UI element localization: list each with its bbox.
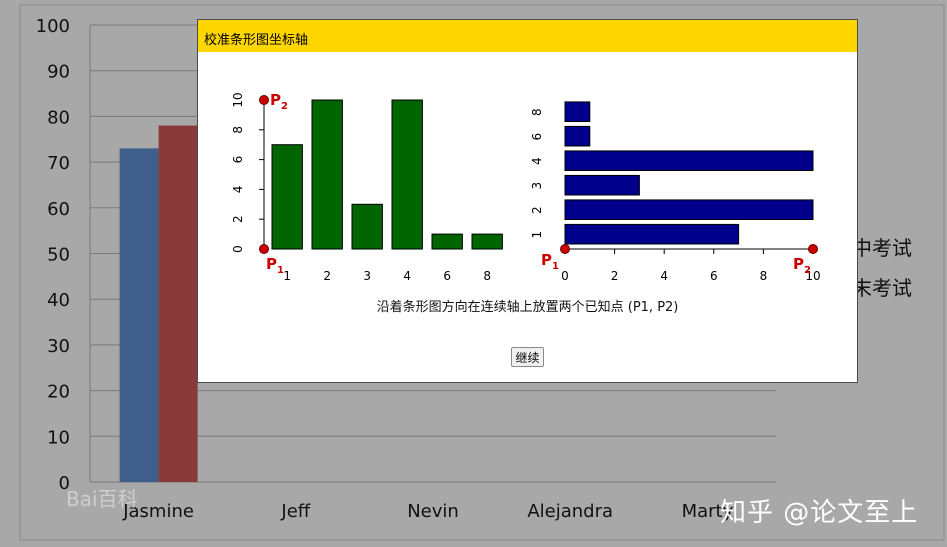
background-legend-label: 中考试	[852, 236, 912, 260]
dialog-title: 校准条形图坐标轴	[204, 33, 309, 48]
background-y-tick-label: 50	[47, 245, 70, 266]
background-y-tick-label: 40	[47, 290, 70, 311]
h-x-tick-label: 10	[805, 269, 820, 283]
p1-marker	[259, 244, 269, 254]
v-y-tick-label: 4	[231, 186, 245, 194]
h-bar	[564, 125, 591, 147]
v-bar	[391, 99, 423, 250]
baike-watermark: Bai百科	[66, 487, 138, 511]
background-bar	[119, 148, 159, 482]
h-y-tick-label: 6	[530, 133, 544, 141]
h-y-tick-label: 3	[530, 182, 544, 190]
zhihu-watermark: 知乎 @论文至上	[720, 498, 919, 528]
p2-marker	[259, 95, 269, 105]
h-y-tick-label: 8	[530, 108, 544, 116]
v-x-tick-label: 2	[323, 269, 331, 283]
p1-label: P1	[266, 255, 284, 276]
h-y-tick-label: 2	[530, 206, 544, 214]
v-y-tick-label: 6	[231, 156, 245, 164]
background-y-tick-label: 0	[59, 473, 70, 494]
v-bar	[471, 233, 503, 250]
background-chart-border	[19, 4, 945, 541]
background-y-tick-label: 30	[47, 336, 70, 357]
background-legend-label: 末考试	[852, 276, 912, 300]
v-y-tick-label: 0	[231, 245, 245, 253]
background-category-label: Jasmine	[122, 501, 194, 522]
background-bar	[158, 125, 198, 482]
h-x-tick-label: 0	[561, 269, 569, 283]
h-bar	[564, 174, 640, 196]
v-bar	[431, 233, 463, 250]
h-x-tick-label: 4	[660, 269, 668, 283]
h-x-tick-label: 2	[611, 269, 619, 283]
v-x-tick-label: 8	[483, 269, 491, 283]
background-category-label: Nevin	[407, 501, 459, 522]
v-y-tick-label: 2	[231, 215, 245, 223]
background-y-tick-label: 80	[47, 107, 70, 128]
v-x-tick-label: 1	[283, 269, 291, 283]
background-y-tick-label: 100	[36, 16, 70, 37]
background-bars	[119, 125, 198, 482]
v-bar	[351, 203, 383, 250]
background-category-label: Alejandra	[527, 501, 613, 522]
background-y-tick-label: 90	[47, 62, 70, 83]
h-y-tick-label: 1	[530, 231, 544, 239]
h-bar	[564, 199, 814, 220]
p1-label: P1	[541, 251, 559, 272]
h-bar	[564, 150, 814, 171]
background-category-label: Jeff	[280, 501, 310, 522]
h-y-tick-label: 4	[530, 157, 544, 165]
v-bar	[271, 144, 303, 250]
h-x-tick-label: 8	[760, 269, 768, 283]
p1-marker	[560, 244, 570, 254]
background-y-tick-label: 60	[47, 199, 70, 220]
background-category-label: Marty	[682, 501, 734, 522]
background-y-tick-label: 10	[47, 427, 70, 448]
p2-marker	[808, 244, 818, 254]
h-x-tick-label: 6	[710, 269, 718, 283]
background-y-tick-label: 20	[47, 382, 70, 403]
v-x-tick-label: 3	[363, 269, 371, 283]
v-x-tick-label: 6	[443, 269, 451, 283]
v-y-tick-label: 8	[231, 126, 245, 134]
h-bar	[564, 223, 740, 245]
p2-label: P2	[793, 255, 811, 276]
v-x-tick-label: 4	[403, 269, 411, 283]
v-bar	[311, 99, 343, 250]
dialog-title-bar: 校准条形图坐标轴	[198, 20, 857, 52]
v-y-tick-label: 10	[231, 92, 245, 107]
background-category-labels: Jasmine Jeff Nevin Alejandra Marty	[122, 501, 733, 522]
calibration-instruction: 沿着条形图方向在连续轴上放置两个已知点 (P1, P2)	[376, 300, 679, 315]
calibration-dialog: 校准条形图坐标轴 0 2 4 6 8 10 1 2 3 4 6 8 P2 P1 0 2 4 6 8 10 1 2 3 4 6 8…	[197, 19, 858, 383]
continue-button[interactable]: 继续	[511, 347, 544, 367]
p2-label: P2	[270, 91, 288, 112]
background-y-tick-label: 70	[47, 153, 70, 174]
h-bar	[564, 101, 591, 122]
